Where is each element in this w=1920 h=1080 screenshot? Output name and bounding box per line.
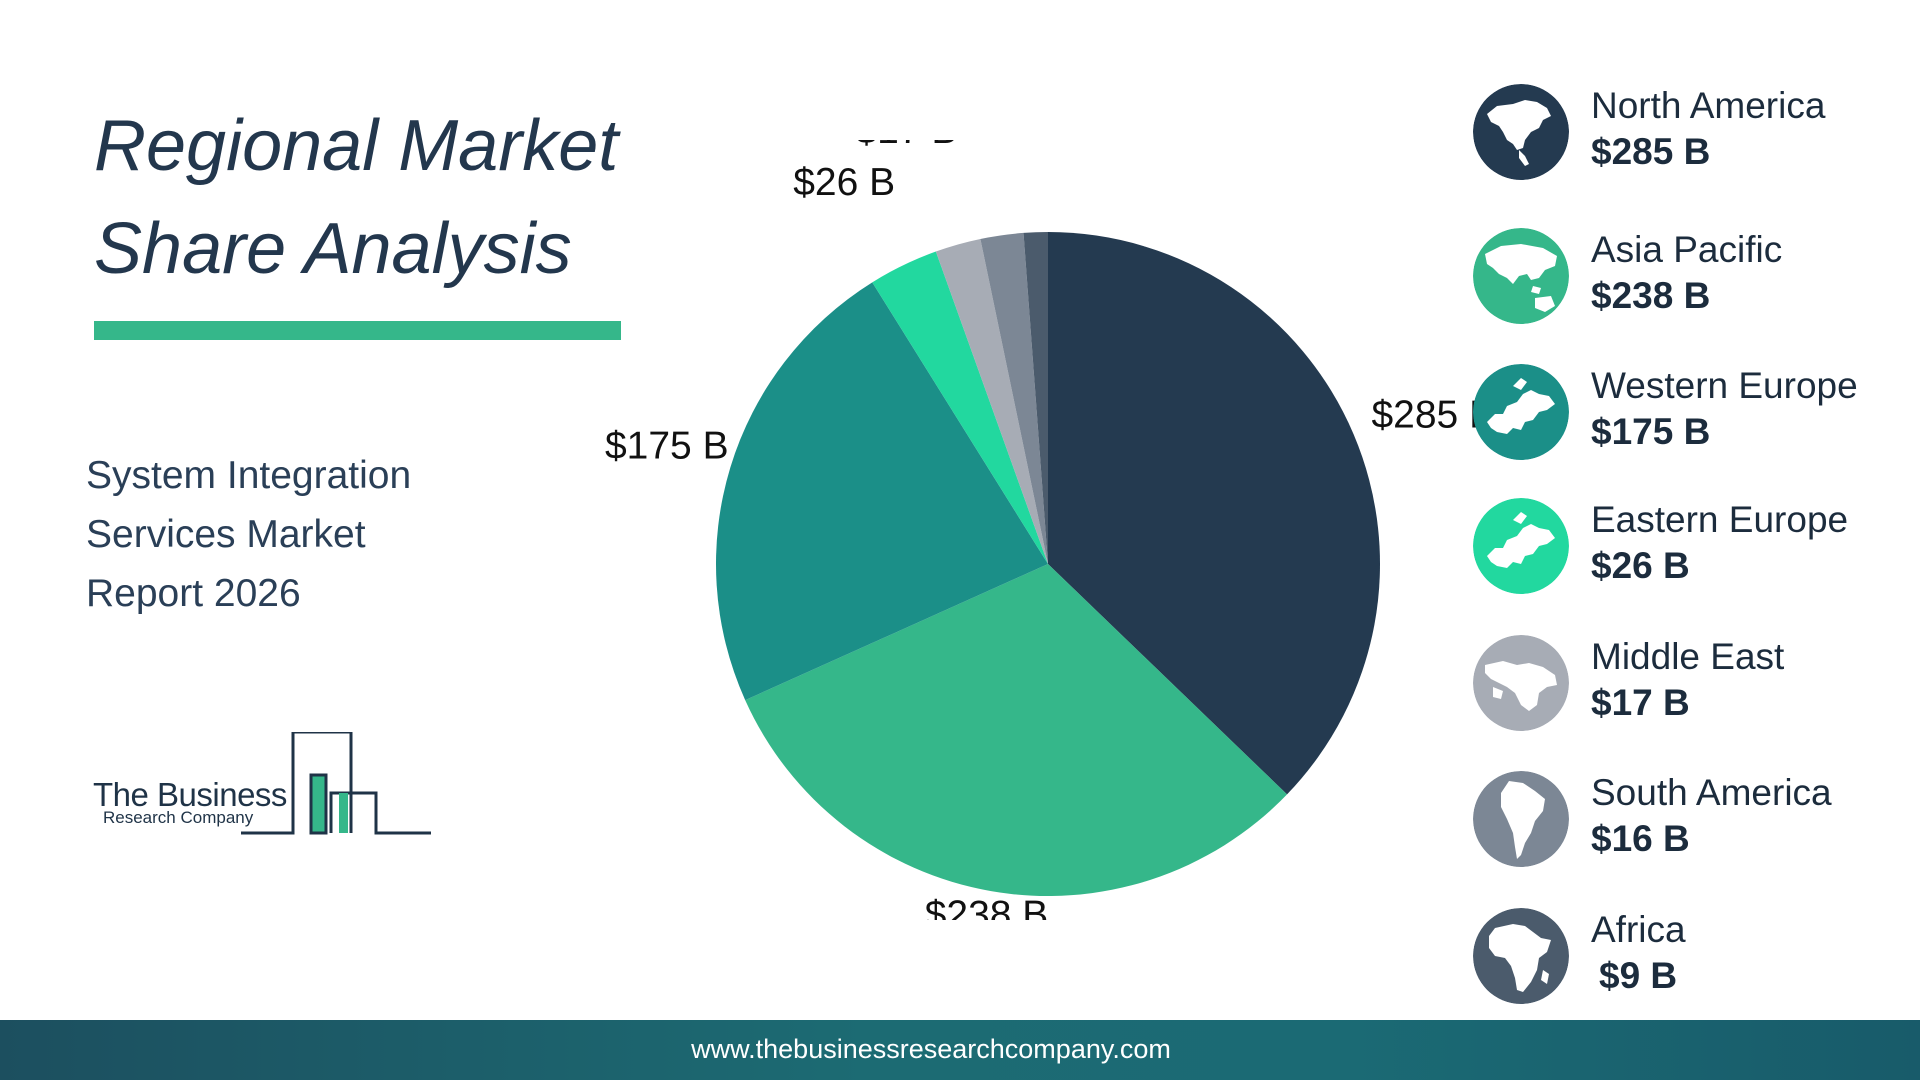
pie-label-africa: $9 B bbox=[1012, 140, 1092, 145]
legend-label: North America bbox=[1591, 85, 1825, 127]
website-url[interactable]: www.thebusinessresearchcompany.com bbox=[0, 1034, 1862, 1065]
subtitle-line-3: Report 2026 bbox=[86, 564, 411, 623]
page-title: Regional Market Share Analysis bbox=[94, 95, 618, 301]
title-line-1: Regional Market bbox=[94, 95, 618, 198]
legend-value: $16 B bbox=[1591, 818, 1690, 860]
legend-label: South America bbox=[1591, 772, 1832, 814]
title-line-2: Share Analysis bbox=[94, 198, 618, 301]
middle-east-map-icon bbox=[1473, 635, 1569, 731]
subtitle-line-1: System Integration bbox=[86, 446, 411, 505]
legend-item-south-america: South America $16 B bbox=[1470, 769, 1910, 869]
legend-item-north-america: North America $285 B bbox=[1470, 82, 1910, 182]
pie-label-western-europe: $175 B bbox=[605, 424, 729, 467]
legend-value: $238 B bbox=[1591, 275, 1710, 317]
africa-map-icon bbox=[1473, 908, 1569, 1004]
legend-label: Eastern Europe bbox=[1591, 499, 1848, 541]
south-america-map-icon bbox=[1473, 771, 1569, 867]
pie-chart: $285 B$238 B$175 B$26 B$17 B$16 B$9 B bbox=[560, 140, 1480, 920]
western-europe-map-icon bbox=[1473, 364, 1569, 460]
legend-label: Western Europe bbox=[1591, 365, 1858, 407]
logo-text-sub: Research Company bbox=[103, 808, 253, 828]
legend-label: Africa bbox=[1591, 909, 1686, 951]
legend-value: $285 B bbox=[1591, 131, 1710, 173]
legend-value: $175 B bbox=[1591, 411, 1710, 453]
footer-bar: www.thebusinessresearchcompany.com bbox=[0, 1020, 1920, 1080]
legend-item-africa: Africa $9 B bbox=[1470, 906, 1910, 1006]
report-subtitle: System Integration Services Market Repor… bbox=[86, 446, 411, 623]
legend-label: Middle East bbox=[1591, 636, 1784, 678]
legend-item-eastern-europe: Eastern Europe $26 B bbox=[1470, 496, 1910, 596]
legend-item-western-europe: Western Europe $175 B bbox=[1470, 362, 1910, 462]
pie-label-north-america: $285 B bbox=[1371, 393, 1480, 436]
legend-value: $9 B bbox=[1599, 955, 1677, 997]
asia-pacific-map-icon bbox=[1473, 228, 1569, 324]
pie-slices bbox=[716, 232, 1380, 896]
eastern-europe-map-icon bbox=[1473, 498, 1569, 594]
legend-item-asia-pacific: Asia Pacific $238 B bbox=[1470, 226, 1910, 326]
pie-label-eastern-europe: $26 B bbox=[793, 161, 895, 204]
legend-item-middle-east: Middle East $17 B bbox=[1470, 633, 1910, 733]
pie-label-asia-pacific: $238 B bbox=[925, 894, 1049, 920]
north-america-map-icon bbox=[1473, 84, 1569, 180]
legend-value: $26 B bbox=[1591, 545, 1690, 587]
company-logo: The Business Research Company bbox=[93, 732, 433, 840]
pie-label-middle-east: $17 B bbox=[855, 140, 957, 152]
legend-value: $17 B bbox=[1591, 682, 1690, 724]
title-underline bbox=[94, 321, 621, 340]
subtitle-line-2: Services Market bbox=[86, 505, 411, 564]
legend-label: Asia Pacific bbox=[1591, 229, 1782, 271]
